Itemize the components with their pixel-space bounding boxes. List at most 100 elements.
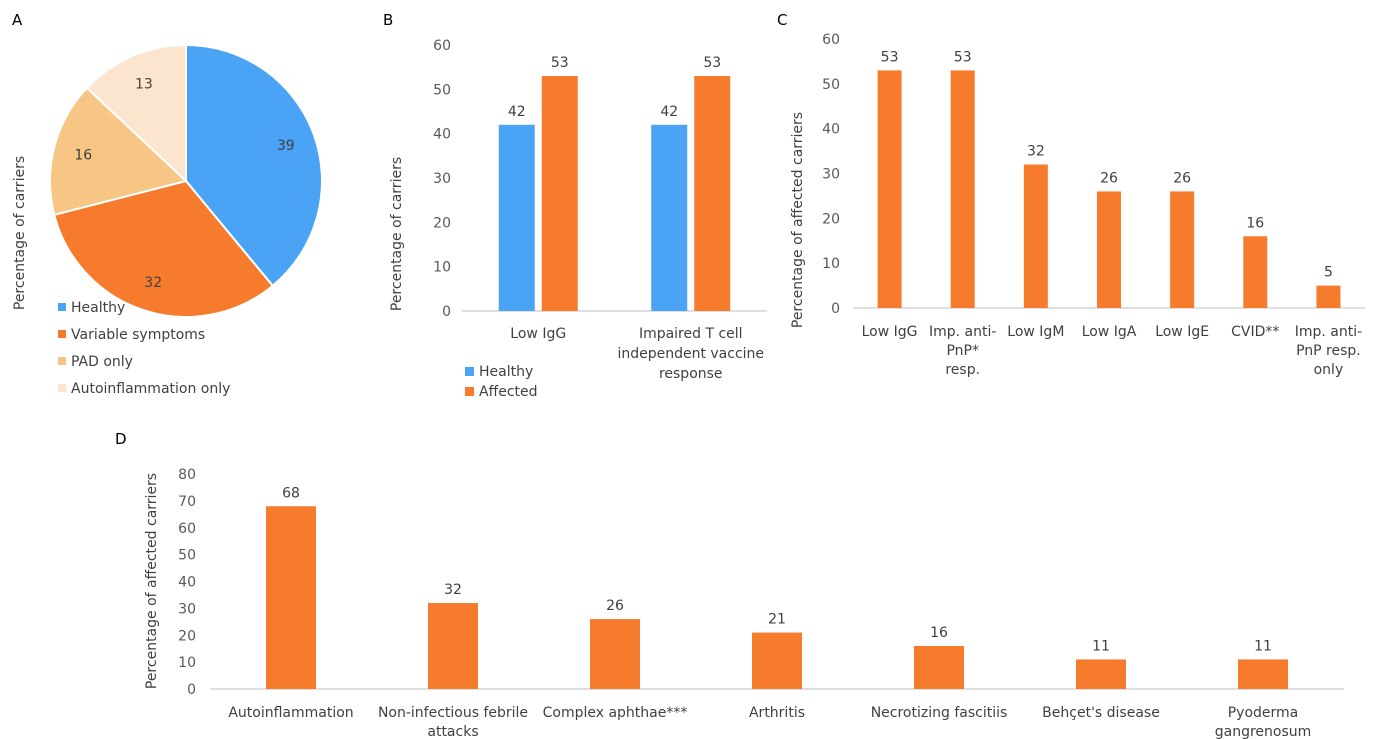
data-label: 68 (282, 485, 300, 501)
pie-label-healthy: 39 (277, 138, 295, 154)
y-tick-label: 40 (178, 575, 196, 591)
y-axis-label: Percentage of carriers (12, 156, 28, 310)
data-label: 11 (1254, 638, 1272, 654)
bar-beh-et-s-disease (1076, 659, 1126, 689)
category-label: Autoinflammation (228, 705, 353, 721)
y-tick-label: 20 (433, 215, 451, 231)
y-axis-label: Percentage of affected carriers (144, 473, 160, 689)
y-tick-label: 30 (178, 601, 196, 617)
category-label: gangrenosum (1215, 724, 1312, 739)
category-label: Low IgG (862, 324, 918, 340)
legend-swatch-autoinflammation-only (58, 384, 66, 392)
legend-swatch-affected (465, 387, 474, 396)
category-label: resp. (945, 362, 980, 378)
bar-arthritis (752, 632, 802, 689)
bar-pyoderma-gangrenosum (1238, 659, 1288, 689)
y-tick-label: 10 (178, 655, 196, 671)
y-tick-label: 40 (433, 127, 451, 143)
panel-letter-c: C (777, 11, 787, 29)
bar-affected-impaired-t-cell-independent-vaccine-response (694, 76, 731, 312)
legend-swatch-healthy (58, 303, 66, 311)
bar-non-infectious-febrile-attacks (428, 603, 478, 689)
category-label: Impaired T cell (639, 326, 743, 342)
legend-swatch-variable-symptoms (58, 330, 66, 338)
y-tick-label: 0 (831, 301, 840, 317)
legend-label-autoinflammation-only: Autoinflammation only (71, 381, 230, 397)
y-axis-label: Percentage of carriers (389, 157, 405, 311)
category-label: Low IgE (1155, 324, 1209, 340)
bar-imp-anti-pnp-resp-only (1316, 285, 1341, 308)
pie-slice-healthy (185, 43, 323, 288)
data-label: 16 (1246, 215, 1264, 231)
y-tick-label: 80 (178, 467, 196, 483)
data-label-affected: 53 (703, 55, 721, 71)
panel-letter-d: D (115, 430, 127, 448)
bar-low-ige (1170, 191, 1195, 308)
bar-chart-panel-d: 0 10 20 30 40 50 60 70 80 68 Autoinflammation 32 Non… (144, 467, 1344, 739)
pie-label-autoinflammation-only: 13 (135, 77, 153, 93)
bar-imp-anti-pnp-resp (950, 70, 975, 308)
legend-swatch-healthy (465, 367, 474, 376)
category-label: Non-infectious febrile (378, 705, 528, 721)
bar-chart-panel-c: 0 10 20 30 40 50 60 53 Low IgG 53 Imp. anti- PnP* re… (790, 32, 1365, 378)
legend-label-pad-only: PAD only (71, 354, 133, 370)
bar-complex-aphthae (590, 619, 640, 689)
bar-low-iga (1097, 191, 1121, 308)
y-tick-label: 0 (442, 304, 451, 320)
data-label: 5 (1324, 265, 1333, 281)
data-label: 32 (1027, 144, 1045, 160)
data-label-healthy: 42 (660, 104, 678, 120)
category-label: Arthritis (749, 705, 805, 721)
bar-cvid (1243, 236, 1268, 308)
y-tick-label: 50 (178, 548, 196, 564)
y-tick-label: 40 (822, 122, 840, 138)
category-label: PnP resp. (1296, 343, 1361, 359)
category-label: Complex aphthae*** (543, 705, 688, 721)
category-label: only (1314, 362, 1344, 378)
data-label: 26 (606, 598, 624, 614)
data-label: 26 (1173, 170, 1191, 186)
pie-slice-pad-only (49, 86, 189, 217)
legend-label-healthy: Healthy (479, 364, 533, 380)
y-tick-label: 0 (187, 682, 196, 698)
panel-letter-b: B (383, 11, 393, 29)
y-tick-label: 50 (822, 77, 840, 93)
category-label: CVID** (1231, 324, 1279, 340)
y-tick-label: 10 (822, 256, 840, 272)
category-label: Necrotizing fascitiis (871, 705, 1008, 721)
bar-chart-panel-b: 0 10 20 30 40 50 60 42 53 Low IgG 42 53 Impaired T c… (389, 38, 767, 400)
data-label: 53 (954, 49, 972, 65)
bar-autoinflammation (266, 506, 316, 689)
category-label: Low IgG (510, 326, 566, 342)
y-tick-label: 20 (822, 211, 840, 227)
y-tick-label: 30 (822, 167, 840, 183)
panel-letter-a: A (12, 11, 23, 29)
category-label: response (659, 366, 723, 382)
category-label: Low IgM (1007, 324, 1064, 340)
category-label: Pyoderma (1228, 705, 1299, 721)
data-label-healthy: 42 (508, 104, 526, 120)
y-tick-label: 60 (178, 521, 196, 537)
pie-slice-autoinflammation-only (85, 43, 187, 184)
legend-label-healthy: Healthy (71, 300, 125, 316)
category-label: independent vaccine (617, 346, 764, 362)
data-label: 11 (1092, 638, 1110, 654)
legend-swatch-pad-only (58, 357, 66, 365)
y-axis-label: Percentage of affected carriers (790, 112, 806, 328)
category-label: Low IgA (1082, 324, 1137, 340)
y-tick-label: 60 (433, 38, 451, 54)
category-label: Imp. anti- (929, 324, 996, 340)
data-label: 53 (881, 49, 899, 65)
y-tick-label: 60 (822, 32, 840, 48)
data-label: 26 (1100, 170, 1118, 186)
data-label: 21 (768, 612, 786, 628)
y-tick-label: 70 (178, 494, 196, 510)
data-label: 32 (444, 582, 462, 598)
bar-necrotizing-fascitiis (914, 646, 964, 689)
pie-label-variable-symptoms: 32 (144, 275, 162, 291)
y-tick-label: 30 (433, 171, 451, 187)
category-label: Behçet's disease (1042, 705, 1160, 721)
bar-low-igg (877, 70, 902, 308)
data-label: 16 (930, 625, 948, 641)
